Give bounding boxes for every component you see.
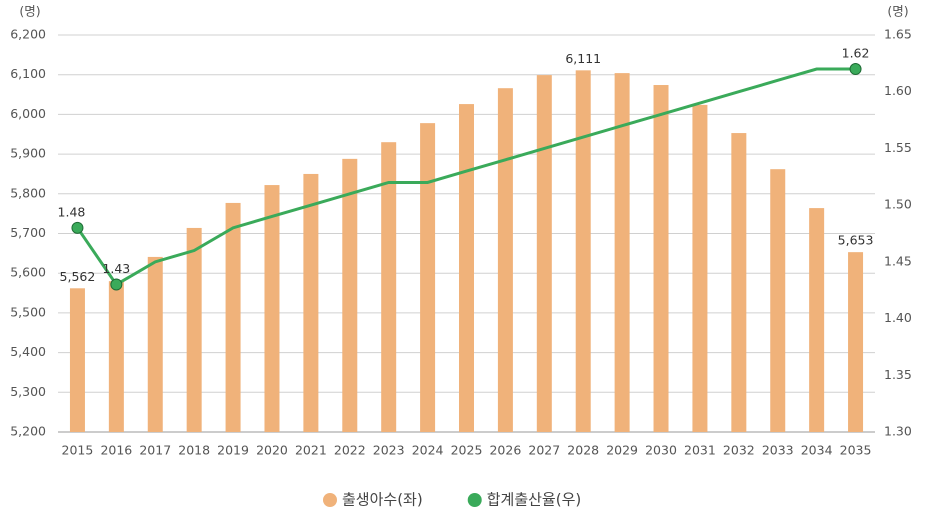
data-label: 1.62 bbox=[842, 46, 870, 61]
x-tick-label: 2017 bbox=[139, 443, 171, 458]
x-tick-label: 2032 bbox=[723, 443, 755, 458]
bar bbox=[536, 75, 552, 433]
legend-label: 합계출산율(우) bbox=[487, 491, 582, 509]
y2-tick-label: 1.65 bbox=[884, 27, 912, 42]
x-tick-label: 2020 bbox=[256, 443, 288, 458]
x-tick-label: 2029 bbox=[606, 443, 638, 458]
legend-swatch bbox=[323, 493, 337, 507]
bar bbox=[342, 158, 358, 432]
data-label: 1.43 bbox=[102, 261, 130, 276]
y2-tick-label: 1.50 bbox=[884, 197, 912, 212]
y2-tick-label: 1.45 bbox=[884, 253, 912, 268]
y-tick-label: 6,100 bbox=[10, 66, 46, 81]
x-tick-label: 2024 bbox=[412, 443, 444, 458]
x-tick-label: 2030 bbox=[645, 443, 677, 458]
y-tick-label: 5,500 bbox=[10, 304, 46, 319]
bar bbox=[575, 70, 591, 432]
x-tick-label: 2023 bbox=[373, 443, 405, 458]
bar bbox=[692, 104, 708, 432]
line-marker bbox=[849, 63, 862, 76]
x-tick-label: 2015 bbox=[62, 443, 94, 458]
line-marker bbox=[110, 278, 123, 291]
y2-tick-label: 1.35 bbox=[884, 367, 912, 382]
bar bbox=[69, 288, 85, 432]
bar bbox=[809, 208, 825, 432]
legend-label: 출생아수(좌) bbox=[342, 491, 423, 509]
data-label: 6,111 bbox=[565, 51, 601, 66]
y2-tick-label: 1.40 bbox=[884, 310, 912, 325]
data-label: 5,562 bbox=[60, 269, 96, 284]
x-tick-label: 2021 bbox=[295, 443, 327, 458]
bar bbox=[653, 85, 669, 432]
y2-tick-label: 1.55 bbox=[884, 140, 912, 155]
bar bbox=[459, 104, 474, 432]
y2-tick-label: 1.60 bbox=[884, 83, 912, 98]
data-label: 5,653 bbox=[838, 233, 874, 248]
bar bbox=[614, 73, 630, 432]
y-tick-label: 5,700 bbox=[10, 225, 46, 240]
bar bbox=[420, 123, 436, 432]
y-tick-label: 5,600 bbox=[10, 265, 46, 280]
x-tick-label: 2016 bbox=[100, 443, 132, 458]
y-tick-label: 5,900 bbox=[10, 146, 46, 161]
y2-tick-label: 1.30 bbox=[884, 424, 912, 439]
x-tick-label: 2034 bbox=[801, 443, 833, 458]
y-tick-label: 5,400 bbox=[10, 344, 46, 359]
bar bbox=[303, 173, 319, 432]
x-tick-label: 2019 bbox=[217, 443, 249, 458]
x-tick-label: 2022 bbox=[334, 443, 366, 458]
y-tick-label: 6,000 bbox=[10, 106, 46, 121]
bar bbox=[264, 185, 280, 432]
bar bbox=[381, 142, 397, 432]
x-tick-label: 2027 bbox=[528, 443, 560, 458]
bar bbox=[497, 88, 513, 432]
bar bbox=[186, 227, 202, 432]
x-tick-label: 2025 bbox=[451, 443, 483, 458]
x-tick-label: 2035 bbox=[840, 443, 872, 458]
data-label: 1.48 bbox=[58, 204, 86, 219]
y-unit: (명) bbox=[19, 4, 40, 19]
y2-unit: (명) bbox=[887, 4, 908, 19]
x-tick-label: 2028 bbox=[567, 443, 599, 458]
y-tick-label: 6,200 bbox=[10, 27, 46, 42]
bar bbox=[848, 252, 864, 432]
y-tick-label: 5,300 bbox=[10, 384, 46, 399]
bar bbox=[770, 169, 786, 432]
y-tick-label: 5,200 bbox=[10, 424, 46, 439]
x-tick-label: 2018 bbox=[178, 443, 210, 458]
bar bbox=[225, 202, 241, 432]
bar bbox=[108, 281, 124, 432]
x-tick-label: 2031 bbox=[684, 443, 716, 458]
line bbox=[76, 67, 856, 287]
bar bbox=[147, 256, 163, 432]
line-marker bbox=[71, 221, 84, 234]
x-tick-label: 2033 bbox=[762, 443, 794, 458]
x-tick-label: 2026 bbox=[489, 443, 521, 458]
bar bbox=[731, 133, 747, 432]
legend-swatch bbox=[467, 493, 482, 507]
y-tick-label: 5,800 bbox=[10, 185, 46, 200]
